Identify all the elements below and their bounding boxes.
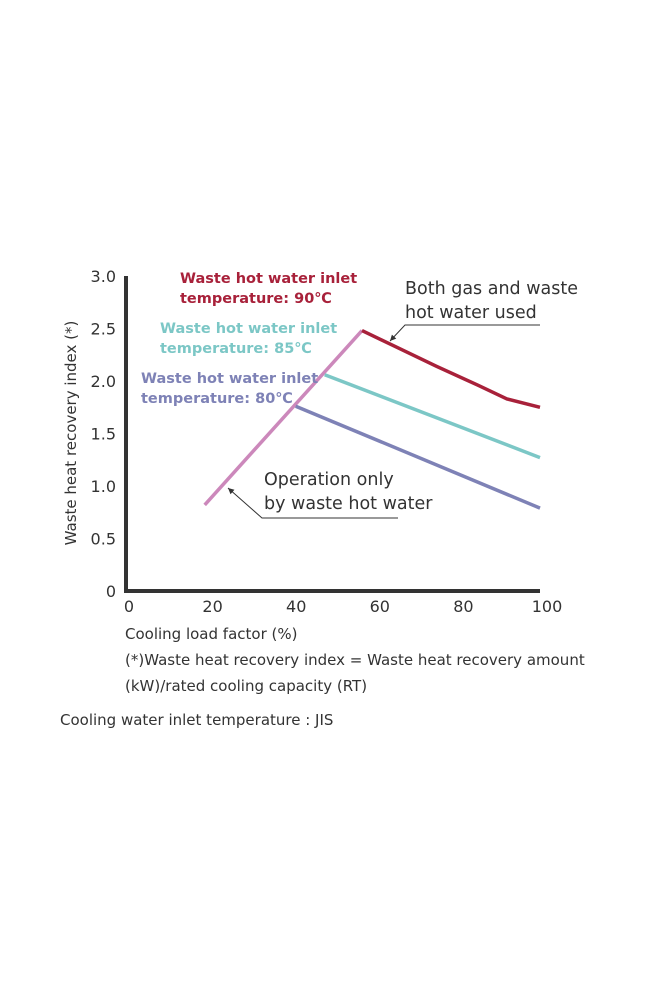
chart: 0 20 40 60 80 100 0 0.5 1.0 1.5 2.0 2.5 3.0 Waste he… [62,267,578,616]
series-lines [203,329,541,510]
series-label-85-line1: Waste hot water inlet [160,321,337,337]
annotation-waste-only-leader [227,487,398,519]
annotation-leaders [227,324,540,519]
y-tick-label: 2.5 [91,320,116,339]
series-label-85-line2: temperature: 85℃ [160,341,312,357]
condition-note: Cooling water inlet temperature : JIS [60,711,334,729]
x-tick-label: 60 [370,597,390,616]
x-tick-label: 0 [124,597,134,616]
x-axis-title: Cooling load factor (%) [125,625,298,643]
tick-labels: 0 20 40 60 80 100 0 0.5 1.0 1.5 2.0 2.5 3.0 [91,267,563,616]
footnote-line1: (*)Waste heat recovery index = Waste hea… [125,651,585,669]
annotation-both-arrow [390,334,397,341]
axes [124,276,540,593]
x-tick-label: 100 [532,597,563,616]
x-tick-label: 80 [453,597,473,616]
annotation-waste-only-line2: by waste hot water [264,494,433,514]
series-label-80-line2: temperature: 80℃ [141,391,293,407]
annotation-waste-only-line1: Operation only [264,470,394,490]
footnote-line2: (kW)/rated cooling capacity (RT) [125,677,368,695]
series-line-0 [203,329,364,507]
y-tick-label: 2.0 [91,372,116,391]
series-label-90-line2: temperature: 90℃ [180,291,332,307]
y-axis-title: Waste heat recovery index (*) [62,321,80,546]
series-line-3 [295,404,541,510]
y-tick-label: 0 [106,582,116,601]
x-tick-label: 40 [286,597,306,616]
series-line-2 [324,373,541,460]
annotation-both-line2: hot water used [405,303,537,323]
series-label-80-line1: Waste hot water inlet [141,371,318,387]
annotation-waste-only-arrow [228,488,235,495]
annotation-both-leader [389,324,540,342]
y-tick-label: 0.5 [91,530,116,549]
y-tick-label: 1.0 [91,477,116,496]
annotation-both-line1: Both gas and waste [405,279,578,299]
series-label-90-line1: Waste hot water inlet [180,271,357,287]
series-line-1 [361,329,541,409]
y-tick-label: 3.0 [91,267,116,286]
x-tick-label: 20 [202,597,222,616]
y-tick-label: 1.5 [91,425,116,444]
